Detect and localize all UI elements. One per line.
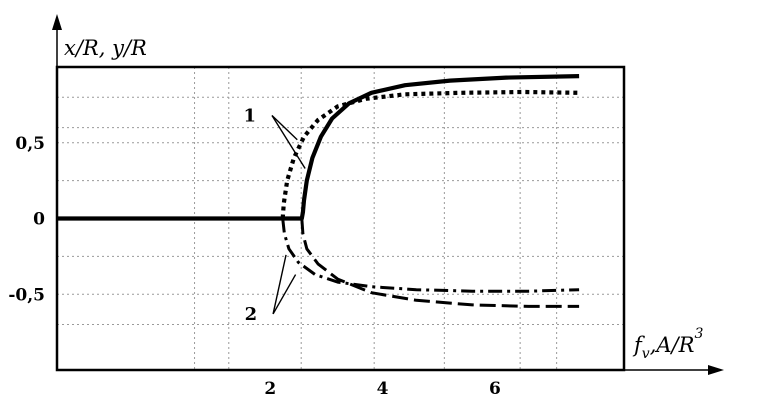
y-tick-label: 0,5 (15, 134, 45, 154)
x-axis-title-sup: 3 (694, 326, 703, 342)
annotation-leader-2-1 (272, 274, 297, 315)
x-tick-label: 4 (377, 379, 389, 399)
series-line-solid (57, 74, 580, 221)
x-axis-arrowhead (708, 365, 724, 375)
x-tick-labels: 2 4 6 (264, 379, 500, 399)
y-tick-label: 0 (33, 210, 45, 230)
series-line-dash-dot (281, 218, 580, 293)
y-tick-label: -0,5 (8, 285, 45, 305)
series-layer (57, 74, 580, 308)
series-line-dashed (300, 218, 580, 308)
x-axis-title-main: f (632, 333, 645, 357)
x-axis-title-sub: v (642, 346, 650, 362)
y-axis-title: x/R, y/R (64, 36, 147, 60)
annotation-leader-1-1 (271, 115, 306, 169)
x-axis-title-tail: ,A/R (650, 333, 695, 357)
annotation-label-2: 2 (245, 304, 258, 325)
annotation-layer: 12 (243, 105, 306, 325)
annotation-leader-2-0 (272, 254, 287, 315)
x-tick-label: 6 (489, 379, 501, 399)
x-tick-label: 2 (264, 379, 276, 399)
annotation-label-1: 1 (243, 105, 256, 126)
x-axis-title: fv,A/R3 (632, 326, 703, 362)
series-line-dotted (280, 89, 580, 219)
annotation-leader-1-0 (271, 114, 298, 141)
y-tick-labels: 0,5 0 -0,5 (8, 134, 45, 306)
y-axis-arrowhead (52, 14, 62, 30)
